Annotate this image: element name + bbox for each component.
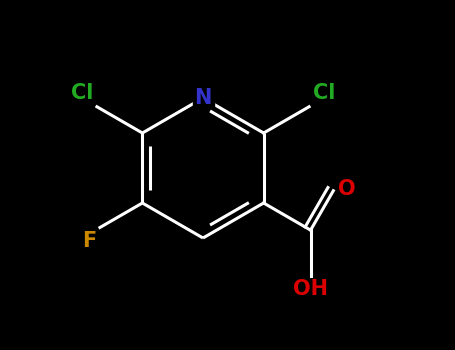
Text: Cl: Cl xyxy=(313,83,335,103)
Text: O: O xyxy=(338,179,355,199)
Text: F: F xyxy=(82,231,96,251)
Text: N: N xyxy=(194,88,212,108)
Text: OH: OH xyxy=(293,279,328,299)
Text: Cl: Cl xyxy=(71,83,93,103)
Bar xyxy=(192,89,213,107)
